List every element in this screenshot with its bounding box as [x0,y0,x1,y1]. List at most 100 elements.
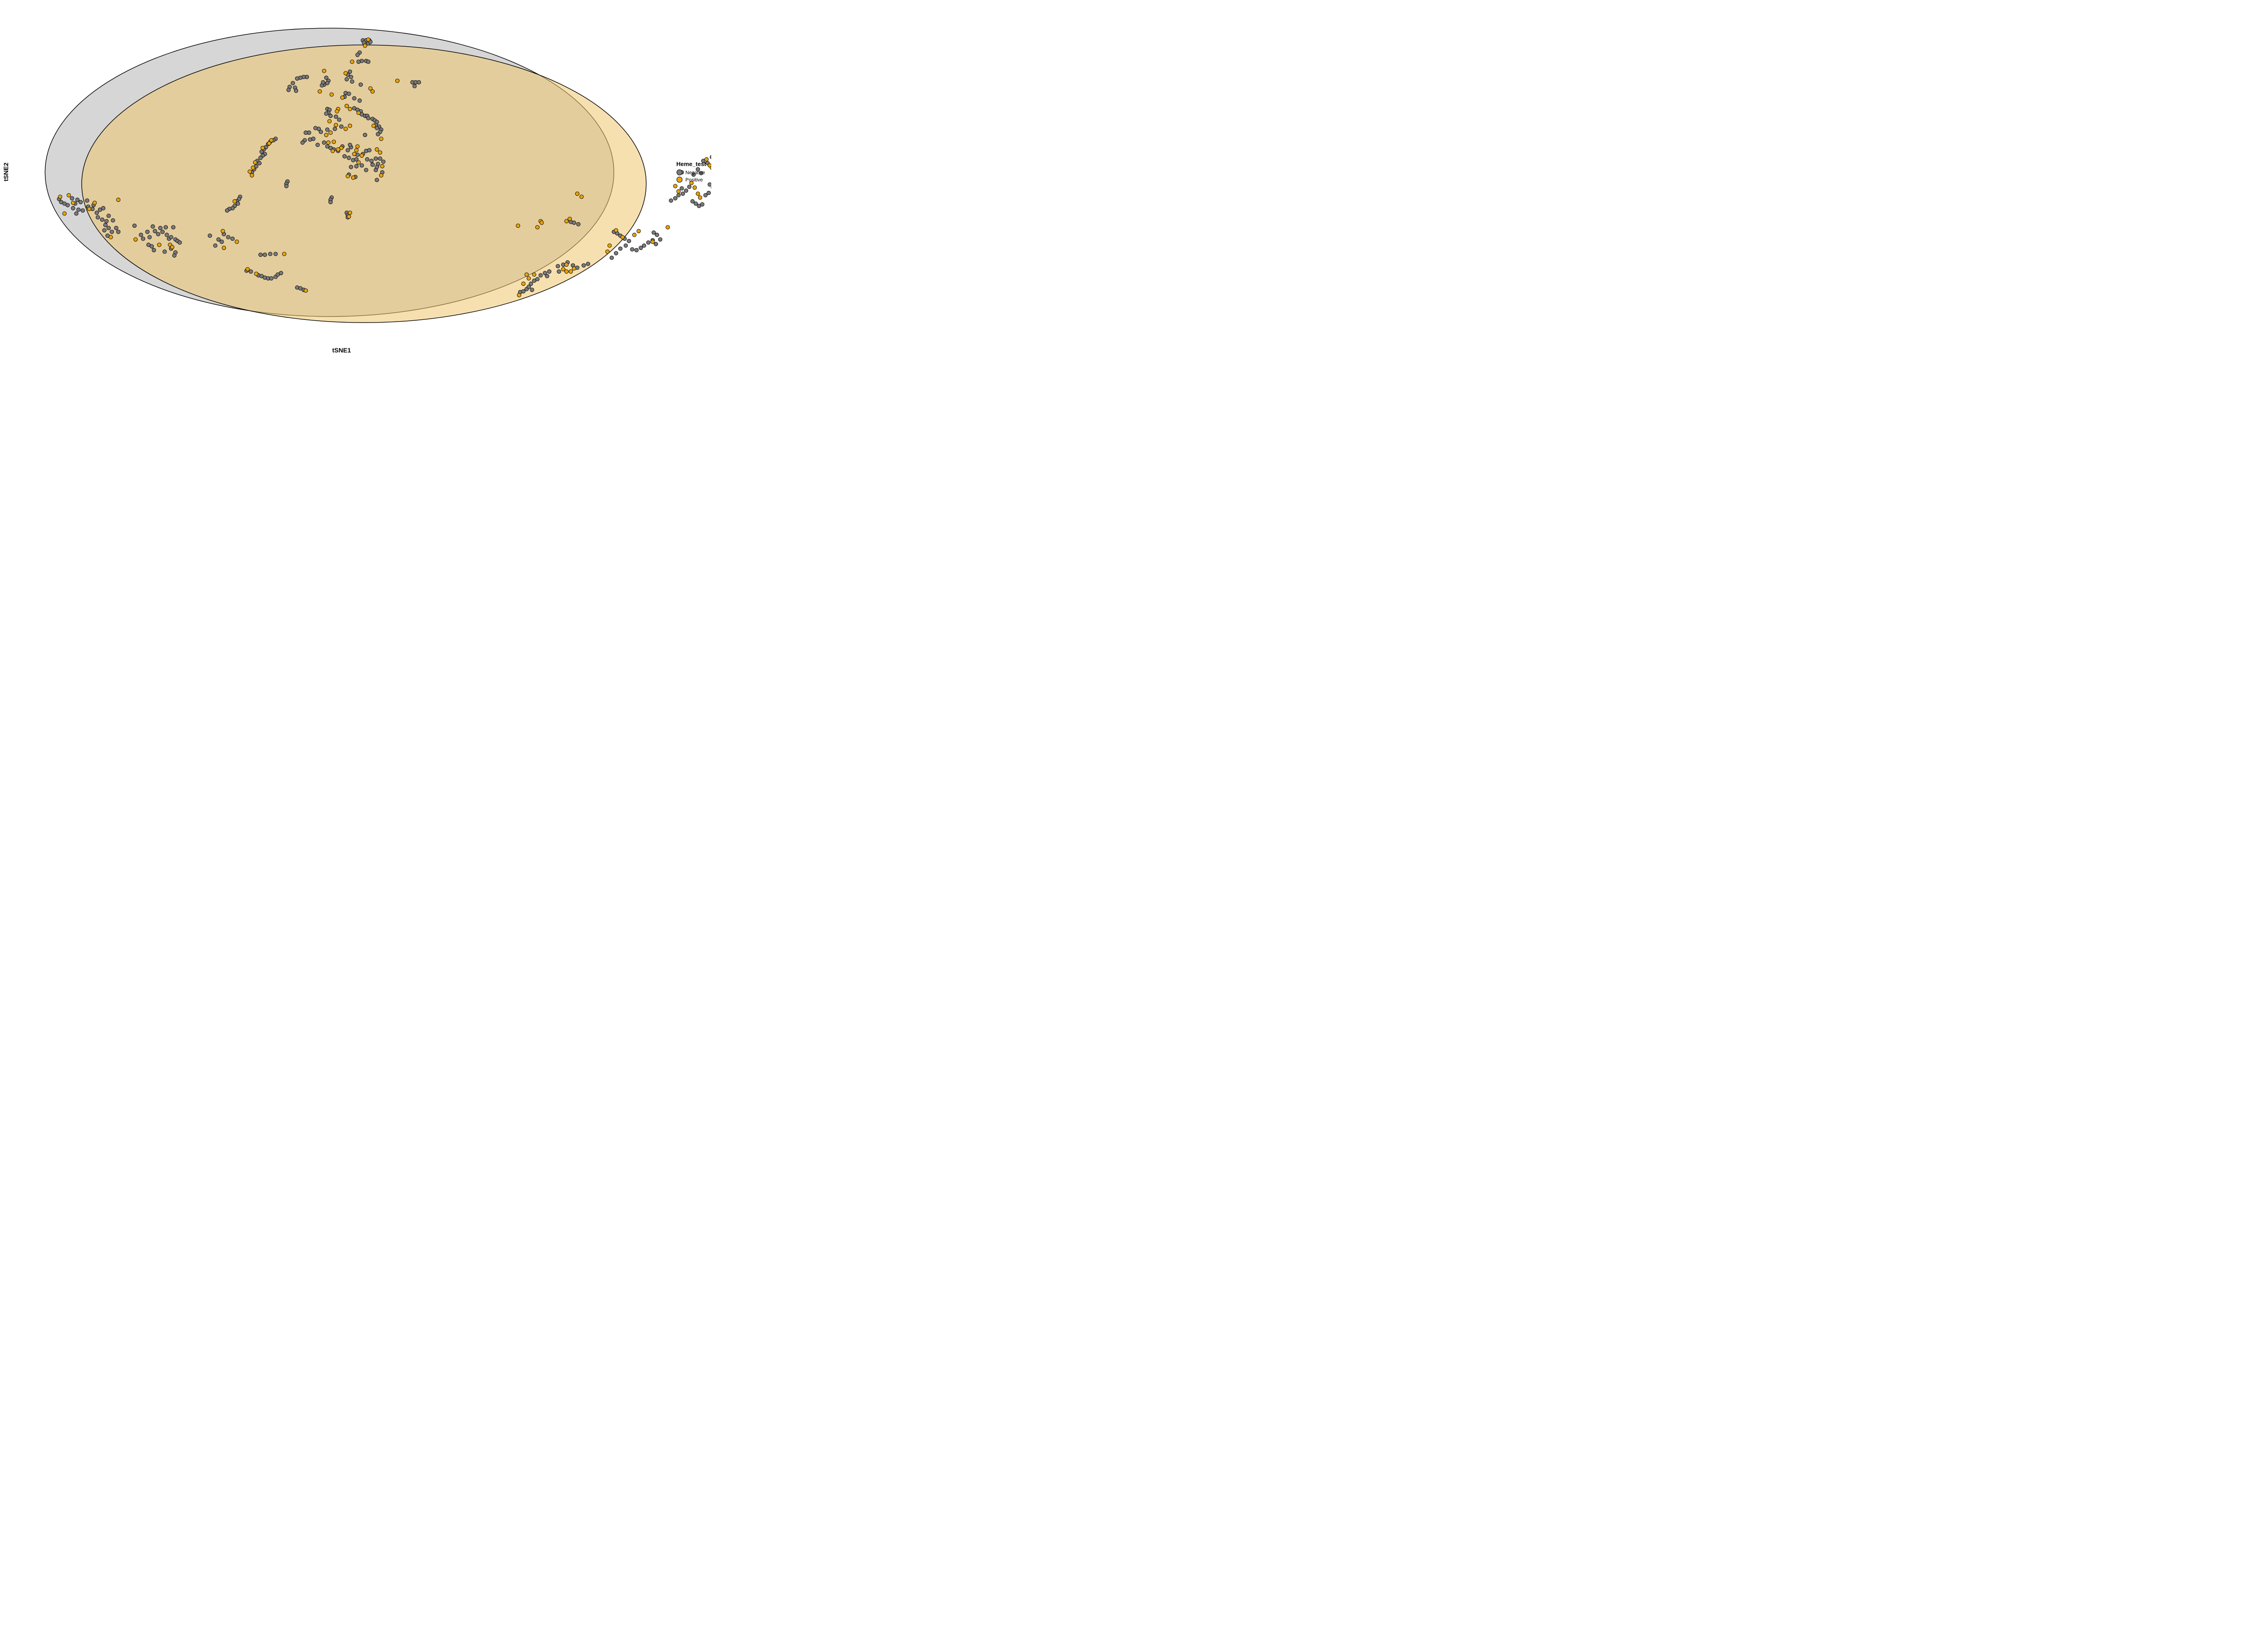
point-negative [294,88,298,93]
point-positive [157,243,161,247]
point-positive [564,269,569,274]
point-negative [369,159,374,163]
point-positive [517,293,522,298]
legend: Heme_test Negative Positive [676,161,706,183]
point-positive [251,166,255,170]
point-negative [284,184,289,188]
point-negative [80,208,85,213]
point-negative [543,271,547,275]
point-positive [249,173,254,178]
point-negative [545,274,549,279]
point-positive [692,185,697,190]
point-positive [636,229,641,234]
point-positive [532,272,537,277]
point-negative [363,132,367,137]
point-negative [527,284,531,289]
point-negative [658,237,663,242]
point-negative [582,263,586,268]
point-negative [342,154,347,159]
point-negative [586,262,591,266]
point-positive [58,195,63,199]
point-negative [149,244,154,249]
point-positive [269,138,274,142]
point-negative [273,252,278,256]
point-positive [336,147,341,152]
point-negative [623,243,628,248]
point-negative [65,203,70,207]
point-negative [300,140,305,145]
legend-swatch-negative [676,169,683,176]
point-negative [349,75,353,79]
point-negative [100,217,104,222]
point-negative [286,88,291,92]
point-negative [691,172,696,177]
point-positive [318,89,322,94]
point-positive [347,107,352,111]
point-negative [642,243,646,248]
point-negative [709,155,711,159]
point-negative [75,197,80,202]
point-positive [378,150,382,155]
point-negative [259,149,264,154]
point-negative [263,252,267,257]
point-positive [355,144,360,149]
point-positive [343,71,348,75]
point-negative [576,222,581,226]
point-positive [340,95,345,100]
legend-title: Heme_test [676,161,706,167]
point-negative [416,80,421,85]
point-negative [328,200,333,205]
point-positive [66,193,71,198]
point-negative [378,156,382,161]
point-negative [694,201,698,206]
point-positive [344,103,349,108]
point-negative [318,130,323,134]
point-negative [381,159,386,164]
point-negative [235,201,240,206]
point-positive [347,123,352,128]
point-negative [78,200,83,205]
point-positive [698,195,703,200]
point-positive [607,243,612,248]
point-positive [704,157,709,161]
point-negative [354,164,359,169]
point-negative [315,142,320,147]
point-negative [162,249,167,254]
point-positive [347,210,352,215]
point-positive [324,132,328,137]
point-negative [695,167,700,171]
point-positive [535,225,540,230]
point-negative [132,223,137,228]
point-positive [366,37,371,42]
point-negative [177,240,182,245]
point-negative [141,236,146,241]
point-negative [295,76,299,81]
point-negative [152,248,156,253]
point-positive [322,68,327,73]
point-negative [279,271,284,275]
point-negative [654,242,658,246]
point-negative [269,276,274,281]
point-positive [579,195,584,199]
point-negative [145,230,150,234]
scatter-chart: tSNE1 tSNE2 Heme_test Negative Positive [2,28,711,354]
point-positive [220,229,225,234]
point-negative [322,140,327,145]
point-negative [94,210,99,215]
point-positive [330,149,335,153]
point-negative [358,82,363,87]
point-negative [538,273,543,278]
point-negative [687,185,692,189]
point-negative [74,211,78,216]
point-positive [379,173,384,178]
point-positive [282,252,287,256]
point-negative [103,223,108,227]
point-negative [333,114,338,119]
point-negative [171,225,176,230]
point-negative [102,228,107,233]
point-positive [575,191,580,196]
point-negative [634,248,639,253]
ellipse-positive [81,44,647,323]
point-negative [651,230,656,235]
point-negative [412,84,417,88]
